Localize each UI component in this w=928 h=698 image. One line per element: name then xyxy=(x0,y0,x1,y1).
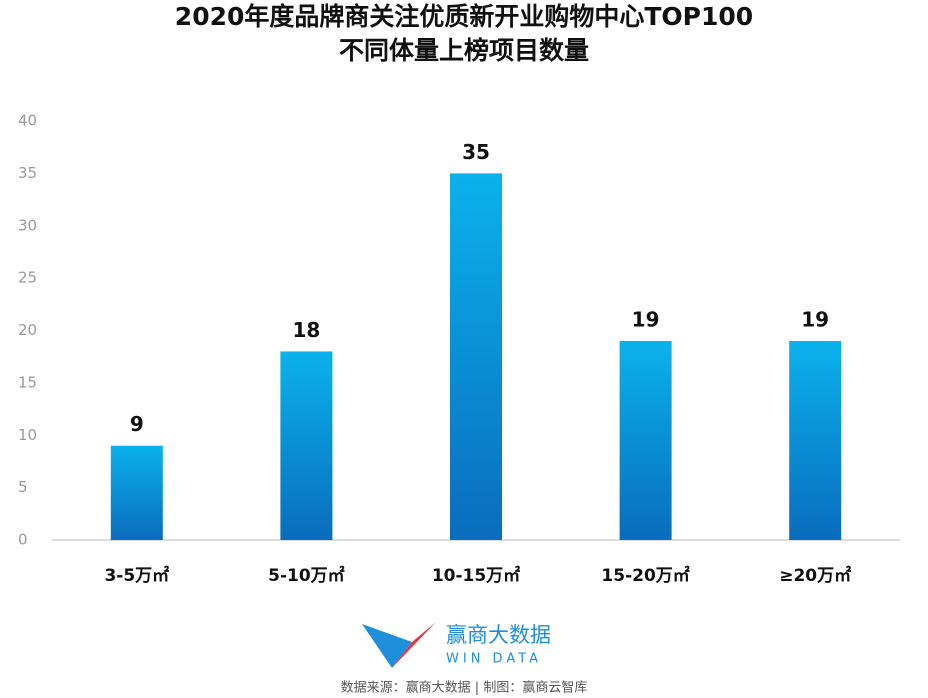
chart-subtitle: 不同体量上榜项目数量 xyxy=(339,36,589,65)
y-tick-label: 10 xyxy=(18,426,37,444)
bar xyxy=(619,340,672,540)
bar xyxy=(789,340,842,540)
y-tick-label: 30 xyxy=(18,216,37,234)
y-tick-label: 40 xyxy=(18,112,37,130)
bar xyxy=(280,351,333,540)
y-tick-label: 5 xyxy=(18,478,28,496)
logo-subname: WIN DATA xyxy=(446,652,542,667)
logo: 赢商大数据 WIN DATA xyxy=(362,622,551,668)
source-note: 数据来源：赢商大数据 | 制图：赢商云智库 xyxy=(341,680,588,696)
x-tick-label: ≥20万㎡ xyxy=(779,565,851,586)
bar xyxy=(110,445,163,540)
y-tick-label: 25 xyxy=(18,269,37,287)
y-tick-label: 15 xyxy=(18,373,37,391)
value-label: 18 xyxy=(292,318,320,342)
y-tick-label: 0 xyxy=(18,531,28,549)
value-label: 9 xyxy=(130,412,144,436)
bar xyxy=(450,173,502,540)
value-label: 19 xyxy=(801,307,829,331)
chart-title: 2020年度品牌商关注优质新开业购物中心TOP100 xyxy=(175,2,753,31)
x-tick-label: 5-10万㎡ xyxy=(268,565,345,586)
logo-shape xyxy=(362,624,412,668)
y-tick-label: 35 xyxy=(18,164,37,182)
logo-shape xyxy=(392,622,436,668)
y-tick-label: 20 xyxy=(18,321,37,339)
x-tick-label: 10-15万㎡ xyxy=(432,565,520,586)
value-label: 35 xyxy=(462,140,490,164)
x-tick-label: 3-5万㎡ xyxy=(104,565,169,586)
x-tick-label: 15-20万㎡ xyxy=(601,565,689,586)
value-label: 19 xyxy=(632,307,660,331)
logo-name: 赢商大数据 xyxy=(446,623,551,647)
